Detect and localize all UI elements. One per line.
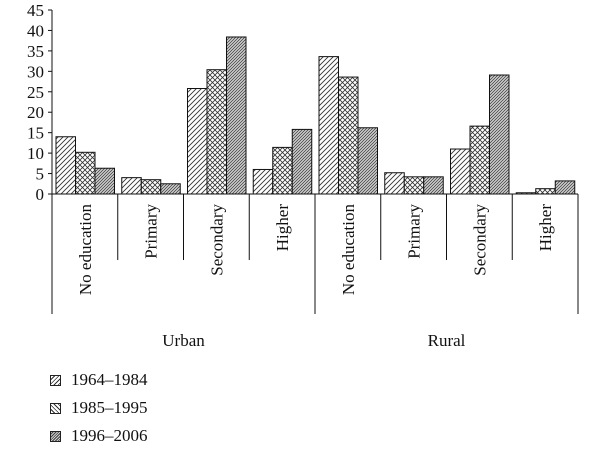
chart-bars [55, 36, 576, 195]
y-tick-label: 0 [36, 185, 45, 204]
bar [160, 183, 181, 195]
group-label: Rural [428, 331, 466, 350]
category-label: Secondary [207, 204, 226, 276]
bar [55, 136, 76, 195]
y-tick-label: 40 [27, 21, 44, 40]
legend-item: 1964–1984 [50, 366, 148, 394]
y-tick-label: 30 [27, 62, 44, 81]
category-label: Primary [142, 204, 161, 259]
legend-item: 1985–1995 [50, 394, 148, 422]
category-label: No education [76, 204, 95, 296]
legend-swatch-1985-1995 [50, 402, 61, 414]
y-tick-label: 15 [27, 124, 44, 143]
legend-label-1996-2006: 1996–2006 [71, 426, 148, 445]
bar [403, 176, 425, 195]
bar [121, 177, 142, 195]
bar [252, 168, 274, 195]
bar [291, 128, 313, 195]
bar [338, 76, 359, 195]
y-tick-label: 45 [27, 1, 44, 20]
bar [554, 180, 576, 195]
bar [206, 69, 227, 195]
bar [450, 148, 471, 195]
legend-swatch-1996-2006 [50, 430, 61, 442]
category-label: No education [339, 204, 358, 296]
bar [318, 56, 339, 195]
group-label: Urban [162, 331, 205, 350]
legend-label-1964-1984: 1964–1984 [71, 370, 148, 389]
y-tick-label: 5 [36, 165, 45, 184]
bar [423, 176, 444, 195]
bar [535, 188, 556, 195]
category-label: Higher [273, 204, 292, 252]
category-label: Higher [536, 204, 555, 252]
y-tick-label: 20 [27, 103, 44, 122]
category-label: Secondary [470, 204, 489, 276]
legend-swatch-1964-1984 [50, 374, 61, 386]
bar [94, 167, 115, 195]
bar [226, 36, 247, 195]
y-tick-label: 10 [27, 144, 44, 163]
legend-label-1985-1995: 1985–1995 [71, 398, 148, 417]
bar [272, 146, 293, 195]
bar [357, 127, 378, 195]
bar [140, 179, 162, 195]
bar [75, 151, 96, 195]
y-tick-label: 35 [27, 42, 44, 61]
chart-legend: 1964–1984 1985–1995 1996–2006 [50, 366, 148, 450]
bar [515, 192, 537, 195]
bar [489, 74, 510, 195]
bar [384, 172, 405, 195]
y-tick-label: 25 [27, 83, 44, 102]
category-label: Primary [405, 204, 424, 259]
bar [187, 88, 208, 195]
legend-item: 1996–2006 [50, 422, 148, 450]
bar [469, 125, 490, 195]
